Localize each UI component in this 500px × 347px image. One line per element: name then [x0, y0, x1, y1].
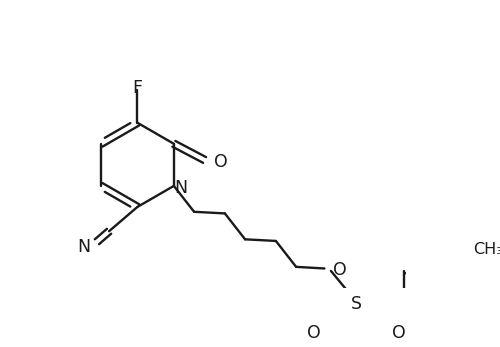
Text: O: O [332, 261, 346, 279]
Text: N: N [174, 178, 187, 196]
Text: F: F [132, 79, 142, 97]
Text: O: O [214, 153, 228, 171]
Text: O: O [308, 324, 321, 342]
Text: N: N [78, 238, 90, 256]
Text: O: O [392, 324, 406, 342]
Text: CH₃: CH₃ [474, 242, 500, 257]
Text: S: S [352, 295, 362, 313]
